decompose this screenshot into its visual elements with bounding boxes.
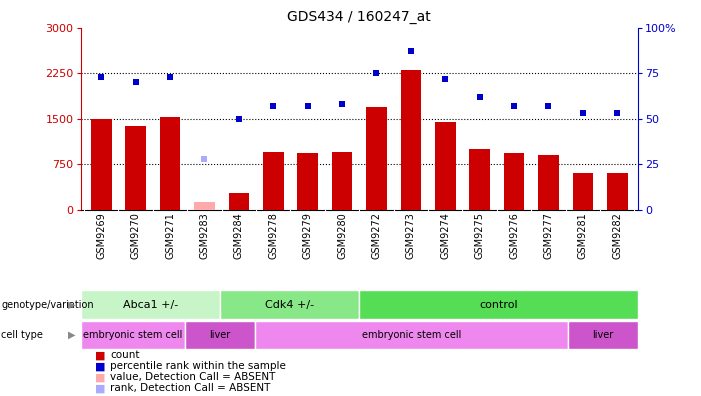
Text: value, Detection Call = ABSENT: value, Detection Call = ABSENT [110, 372, 275, 383]
Text: count: count [110, 350, 139, 360]
Bar [297, 153, 318, 210]
Text: GSM9269: GSM9269 [96, 212, 107, 259]
Bar [366, 107, 387, 210]
Bar [125, 126, 146, 210]
Text: embryonic stem cell: embryonic stem cell [362, 330, 461, 340]
Text: ■: ■ [95, 361, 105, 371]
Bar [573, 173, 593, 210]
Text: ▶: ▶ [68, 330, 76, 340]
Text: ■: ■ [95, 350, 105, 360]
Text: GSM9270: GSM9270 [130, 212, 141, 259]
Text: liver: liver [592, 330, 613, 340]
Bar [470, 149, 490, 210]
Bar [185, 321, 254, 349]
Bar [254, 321, 569, 349]
Text: control: control [479, 299, 518, 310]
Text: GSM9272: GSM9272 [372, 212, 381, 259]
Text: Abca1 +/-: Abca1 +/- [123, 299, 178, 310]
Bar [229, 194, 249, 210]
Bar [538, 155, 559, 210]
Text: GSM9281: GSM9281 [578, 212, 588, 259]
Bar [435, 122, 456, 210]
Text: ▶: ▶ [68, 299, 76, 310]
Bar [81, 290, 220, 319]
Title: GDS434 / 160247_at: GDS434 / 160247_at [287, 10, 431, 24]
Text: cell type: cell type [1, 330, 43, 340]
Bar [607, 173, 627, 210]
Text: GSM9271: GSM9271 [165, 212, 175, 259]
Bar [220, 290, 359, 319]
Text: GSM9275: GSM9275 [475, 212, 484, 259]
Bar [160, 117, 180, 210]
Text: ■: ■ [95, 372, 105, 383]
Text: GSM9283: GSM9283 [200, 212, 210, 259]
Bar [400, 70, 421, 210]
Bar [569, 321, 638, 349]
Bar [504, 153, 524, 210]
Text: GSM9274: GSM9274 [440, 212, 450, 259]
Text: GSM9277: GSM9277 [543, 212, 554, 259]
Text: GSM9276: GSM9276 [509, 212, 519, 259]
Text: GSM9278: GSM9278 [268, 212, 278, 259]
Text: GSM9279: GSM9279 [303, 212, 313, 259]
Text: embryonic stem cell: embryonic stem cell [83, 330, 182, 340]
Text: genotype/variation: genotype/variation [1, 299, 94, 310]
Text: ■: ■ [95, 383, 105, 394]
Bar [263, 152, 284, 210]
Text: Cdk4 +/-: Cdk4 +/- [265, 299, 314, 310]
Bar [91, 119, 111, 210]
Text: GSM9284: GSM9284 [234, 212, 244, 259]
Text: GSM9282: GSM9282 [612, 212, 622, 259]
Bar [359, 290, 638, 319]
Bar [194, 202, 215, 210]
Text: rank, Detection Call = ABSENT: rank, Detection Call = ABSENT [110, 383, 271, 394]
Text: percentile rank within the sample: percentile rank within the sample [110, 361, 286, 371]
Bar [332, 152, 353, 210]
Bar [81, 321, 185, 349]
Text: liver: liver [210, 330, 231, 340]
Text: GSM9280: GSM9280 [337, 212, 347, 259]
Text: GSM9273: GSM9273 [406, 212, 416, 259]
